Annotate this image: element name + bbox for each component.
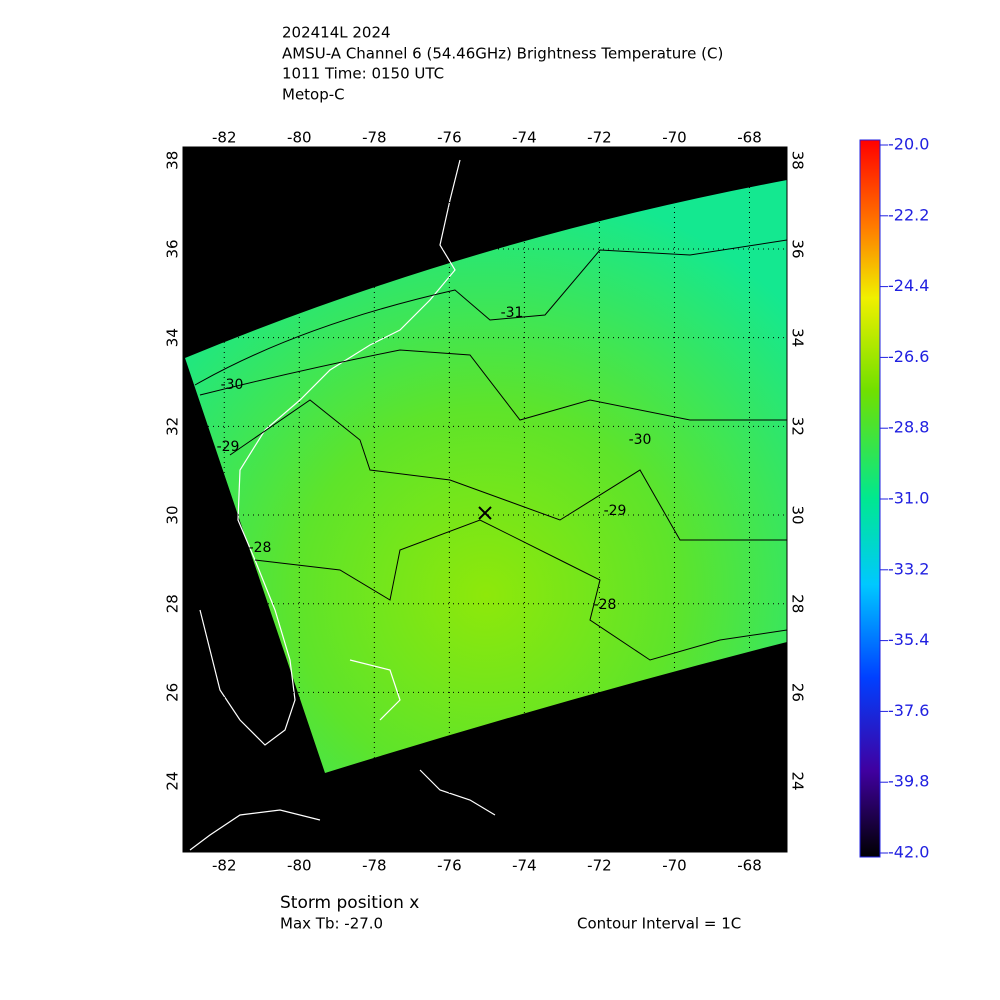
- x-tick-label: -76: [437, 857, 462, 875]
- title-line: Metop-C: [282, 86, 345, 104]
- contour-label: -28: [249, 540, 272, 556]
- x-tick-label: -74: [512, 857, 537, 875]
- y-tick-label: 32: [789, 417, 807, 436]
- y-tick-label: 30: [164, 505, 182, 524]
- y-tick-label: 36: [789, 239, 807, 258]
- colorbar-tick-label: -20.0: [888, 135, 929, 154]
- x-tick-label: -70: [662, 129, 687, 147]
- title-line: AMSU-A Channel 6 (54.46GHz) Brightness T…: [282, 45, 723, 63]
- contour: [229, 399, 787, 541]
- storm-marker: [478, 506, 492, 520]
- x-tick-label: -70: [662, 857, 687, 875]
- contour-label: -30: [629, 432, 652, 448]
- contour: [194, 239, 788, 386]
- contour-label: -30: [221, 377, 244, 393]
- y-tick-label: 24: [164, 772, 182, 791]
- x-tick-label: -76: [437, 129, 462, 147]
- y-tick-label: 28: [789, 594, 807, 613]
- x-tick-label: -78: [362, 129, 387, 147]
- y-tick-label: 34: [789, 328, 807, 347]
- colorbar-tick-label: -39.8: [888, 772, 929, 791]
- footer-text: Max Tb: -27.0: [280, 915, 383, 933]
- colorbar-tick-label: -35.4: [888, 630, 929, 649]
- x-tick-label: -68: [737, 857, 762, 875]
- contour-label: -29: [604, 503, 627, 519]
- x-tick-label: -72: [587, 129, 612, 147]
- swath: [185, 180, 787, 773]
- x-tick-label: -68: [737, 129, 762, 147]
- title-line: 202414L 2024: [282, 24, 391, 42]
- colorbar-tick-label: -33.2: [888, 559, 929, 578]
- contour-label: -29: [217, 439, 240, 455]
- y-tick-label: 24: [789, 772, 807, 791]
- colorbar-tick-label: -26.6: [888, 347, 929, 366]
- colorbar-tick-label: -31.0: [888, 489, 929, 508]
- x-tick-label: -78: [362, 857, 387, 875]
- footer-text: Storm position x: [280, 893, 419, 913]
- y-tick-label: 26: [789, 683, 807, 702]
- map-frame: [182, 146, 788, 853]
- x-tick-label: -72: [587, 857, 612, 875]
- colorbar-tick-label: -24.4: [888, 276, 929, 295]
- x-tick-label: -82: [212, 857, 237, 875]
- y-tick-label: 30: [789, 505, 807, 524]
- contour-label: -28: [594, 597, 617, 613]
- y-tick-label: 38: [789, 151, 807, 170]
- x-tick-label: -82: [212, 129, 237, 147]
- x-tick-label: -80: [287, 857, 312, 875]
- y-tick-label: 34: [164, 328, 182, 347]
- y-tick-label: 38: [164, 151, 182, 170]
- footer-text: Contour Interval = 1C: [577, 915, 741, 933]
- colorbar-tick-label: -37.6: [888, 701, 929, 720]
- colorbar: [859, 139, 881, 858]
- y-tick-label: 32: [164, 417, 182, 436]
- colorbar-tick-label: -28.8: [888, 418, 929, 437]
- coastline: [189, 159, 496, 851]
- contour: [199, 349, 787, 421]
- x-tick-label: -74: [512, 129, 537, 147]
- y-tick-label: 36: [164, 239, 182, 258]
- contour-label: -31: [501, 305, 524, 321]
- x-tick-label: -80: [287, 129, 312, 147]
- colorbar-tick-label: -22.2: [888, 205, 929, 224]
- title-line: 1011 Time: 0150 UTC: [282, 65, 444, 83]
- y-tick-label: 28: [164, 594, 182, 613]
- contour: [254, 519, 788, 661]
- y-tick-label: 26: [164, 683, 182, 702]
- colorbar-tick-label: -42.0: [888, 843, 929, 862]
